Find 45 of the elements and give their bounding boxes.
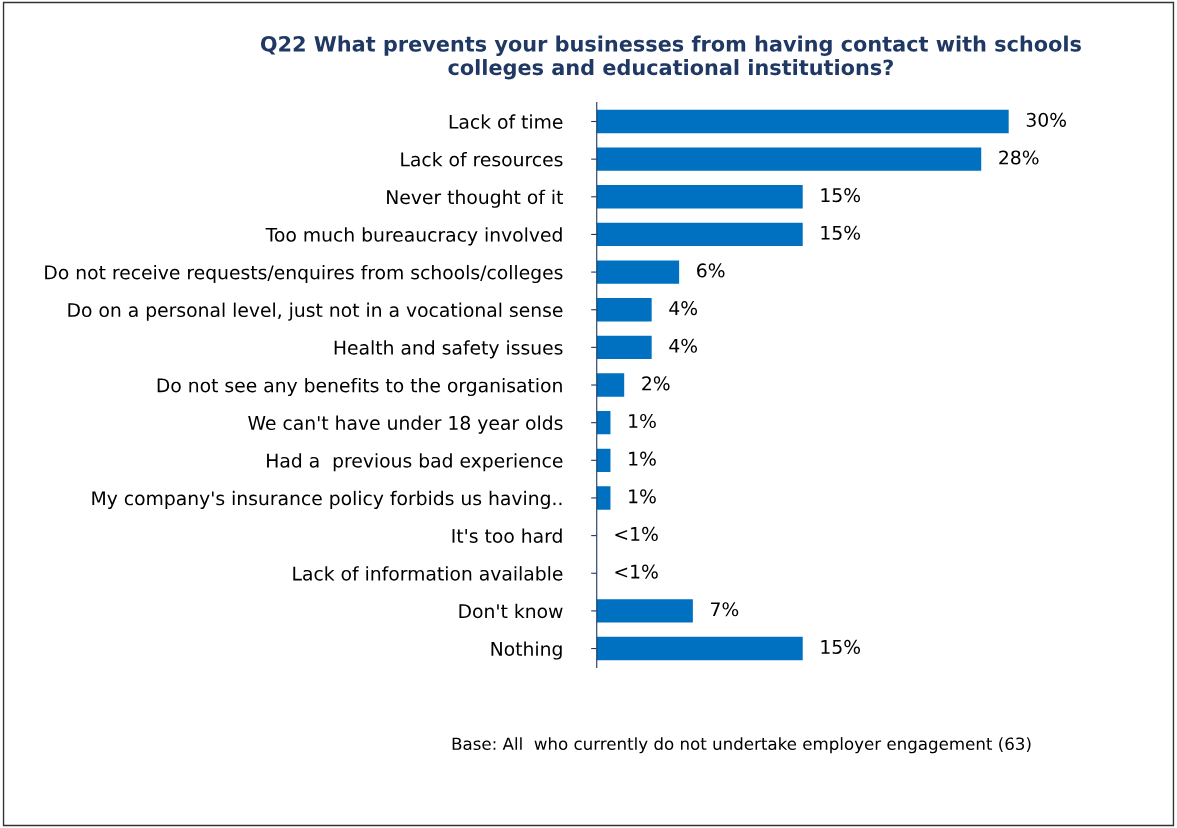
bar — [596, 109, 1009, 134]
bar — [596, 298, 652, 322]
data-label: 15% — [821, 639, 861, 654]
bar — [596, 486, 611, 510]
y-tick-label: It's too hard — [452, 528, 562, 543]
bar — [596, 335, 652, 360]
data-label: 1% — [629, 489, 656, 504]
data-label: 2% — [642, 376, 670, 391]
data-label: 1% — [629, 413, 656, 429]
data-label: 15% — [821, 225, 861, 240]
bar — [596, 185, 803, 209]
data-label: 28% — [999, 150, 1039, 165]
data-label: 4% — [669, 338, 698, 353]
y-tick-label: Don't know — [459, 603, 563, 619]
y-tick-label: Do on a personal level, just not in a vocational sense — [68, 302, 563, 321]
chart-title: Q22 What prevents your businesses from having contact with schools colleges and educational institutions? — [260, 35, 1081, 80]
bar — [596, 373, 625, 397]
bar — [596, 260, 680, 284]
y-tick-label: Had a previous bad experience — [267, 453, 563, 472]
bar — [596, 147, 982, 171]
y-tick-label: Do not see any benefits to the organisation — [157, 377, 562, 397]
y-tick-label: Lack of time — [449, 114, 563, 129]
data-label: 7% — [711, 602, 739, 617]
y-tick-label: Never thought of it — [387, 189, 563, 208]
bar — [596, 448, 611, 472]
y-tick-label: We can't have under 18 year olds — [248, 415, 563, 434]
y-tick-label: Nothing — [491, 641, 562, 660]
y-tick-label: Lack of resources — [401, 152, 563, 167]
y-tick-label: Health and safety issues — [334, 340, 563, 359]
bar — [596, 636, 803, 661]
y-tick-label: My company's insurance policy forbids us having.. — [92, 490, 562, 509]
bar — [596, 222, 803, 247]
y-tick-label: Lack of information available — [293, 566, 563, 581]
data-label: <1% — [615, 564, 658, 579]
y-tick-label: Too much bureaucracy involved — [265, 227, 562, 246]
data-label: <1% — [615, 526, 658, 542]
text: Base: All who currently do not undertake employer engagement (63) — [452, 737, 1031, 754]
y-tick-label: Do not receive requests/enquires from schools/colleges — [45, 264, 563, 284]
bar — [596, 411, 611, 435]
bar — [596, 599, 693, 623]
data-label: 15% — [821, 188, 861, 203]
data-label: 4% — [669, 300, 698, 316]
data-label: 30% — [1026, 112, 1066, 127]
data-label: 6% — [697, 263, 725, 278]
data-label: 1% — [629, 451, 656, 466]
